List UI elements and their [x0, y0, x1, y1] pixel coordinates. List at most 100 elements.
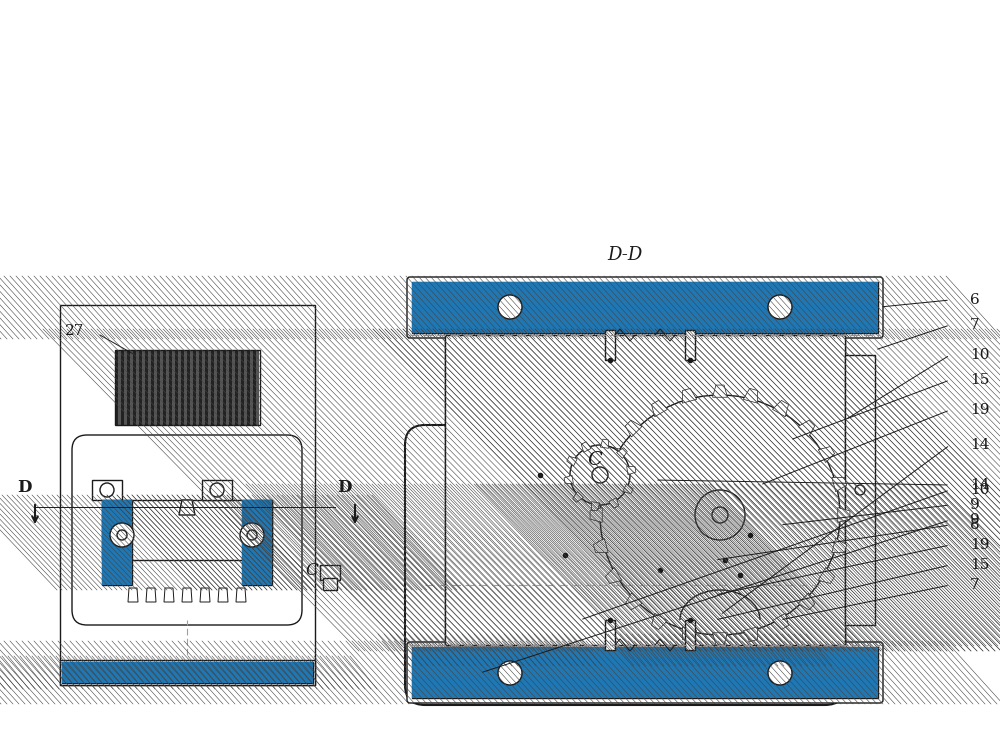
- Circle shape: [695, 490, 745, 540]
- Bar: [445, 335, 515, 645]
- Bar: [235, 350, 238, 425]
- Text: 6: 6: [970, 293, 980, 307]
- Polygon shape: [678, 640, 692, 655]
- Polygon shape: [179, 500, 195, 515]
- Polygon shape: [832, 477, 847, 491]
- Text: D-D: D-D: [607, 246, 643, 264]
- Bar: [127, 350, 130, 425]
- Bar: [130, 350, 133, 425]
- Bar: [115, 350, 118, 425]
- Polygon shape: [617, 448, 627, 458]
- Polygon shape: [146, 588, 156, 602]
- Bar: [217, 350, 220, 425]
- Polygon shape: [651, 400, 668, 417]
- Bar: [115, 350, 260, 425]
- Bar: [160, 350, 163, 425]
- Polygon shape: [658, 640, 672, 655]
- Bar: [256, 350, 259, 425]
- Text: 9: 9: [970, 513, 980, 527]
- Bar: [685, 330, 695, 360]
- Polygon shape: [798, 420, 815, 437]
- Bar: [142, 350, 145, 425]
- Bar: [229, 350, 232, 425]
- Bar: [320, 565, 340, 580]
- Bar: [695, 515, 730, 615]
- Polygon shape: [682, 388, 697, 403]
- Text: 7: 7: [970, 318, 980, 332]
- Polygon shape: [598, 640, 612, 655]
- Circle shape: [617, 500, 633, 516]
- Bar: [244, 350, 247, 425]
- Circle shape: [100, 483, 114, 497]
- Circle shape: [247, 530, 257, 540]
- Bar: [480, 490, 540, 640]
- Bar: [445, 335, 845, 645]
- Circle shape: [240, 523, 264, 547]
- Bar: [190, 350, 193, 425]
- Circle shape: [768, 661, 792, 685]
- Text: 9: 9: [970, 498, 980, 512]
- Circle shape: [712, 507, 728, 523]
- Text: 8: 8: [970, 518, 980, 532]
- Text: 7: 7: [970, 578, 980, 592]
- Circle shape: [498, 661, 522, 685]
- Polygon shape: [743, 388, 758, 403]
- Polygon shape: [564, 475, 573, 483]
- Circle shape: [600, 395, 840, 635]
- Bar: [710, 640, 770, 660]
- FancyBboxPatch shape: [72, 435, 302, 625]
- Polygon shape: [832, 538, 847, 553]
- Bar: [166, 350, 169, 425]
- Circle shape: [533, 575, 543, 585]
- Polygon shape: [558, 640, 572, 655]
- Bar: [202, 480, 232, 500]
- Bar: [323, 578, 337, 590]
- Bar: [250, 350, 253, 425]
- Polygon shape: [236, 588, 246, 602]
- Polygon shape: [567, 457, 577, 466]
- Polygon shape: [638, 640, 652, 655]
- Bar: [214, 350, 217, 425]
- Bar: [145, 350, 148, 425]
- Bar: [247, 350, 250, 425]
- Bar: [208, 350, 211, 425]
- Polygon shape: [713, 633, 727, 645]
- Polygon shape: [618, 640, 632, 655]
- Circle shape: [700, 568, 724, 592]
- Polygon shape: [772, 613, 789, 630]
- Bar: [232, 350, 235, 425]
- Bar: [124, 350, 127, 425]
- Bar: [520, 515, 555, 615]
- Circle shape: [498, 295, 522, 319]
- Bar: [196, 350, 199, 425]
- Bar: [121, 350, 124, 425]
- Bar: [60, 305, 315, 685]
- Bar: [62, 662, 313, 683]
- Bar: [605, 330, 615, 360]
- Polygon shape: [605, 446, 622, 462]
- Polygon shape: [600, 439, 608, 448]
- Polygon shape: [593, 477, 608, 491]
- Bar: [223, 350, 226, 425]
- Polygon shape: [182, 588, 192, 602]
- Bar: [412, 647, 878, 698]
- Bar: [710, 490, 770, 640]
- Bar: [710, 640, 770, 660]
- Polygon shape: [592, 502, 600, 511]
- Bar: [238, 350, 241, 425]
- Polygon shape: [573, 491, 583, 502]
- Bar: [480, 640, 540, 660]
- Bar: [775, 335, 845, 645]
- Circle shape: [768, 295, 792, 319]
- Bar: [605, 620, 615, 650]
- Text: 10: 10: [970, 348, 990, 362]
- Polygon shape: [818, 568, 835, 584]
- Polygon shape: [581, 442, 591, 452]
- Bar: [102, 500, 132, 585]
- Bar: [193, 350, 196, 425]
- Text: 19: 19: [970, 403, 990, 417]
- Text: 14: 14: [970, 438, 990, 452]
- Text: 15: 15: [970, 373, 989, 387]
- Polygon shape: [743, 627, 758, 642]
- Circle shape: [110, 523, 134, 547]
